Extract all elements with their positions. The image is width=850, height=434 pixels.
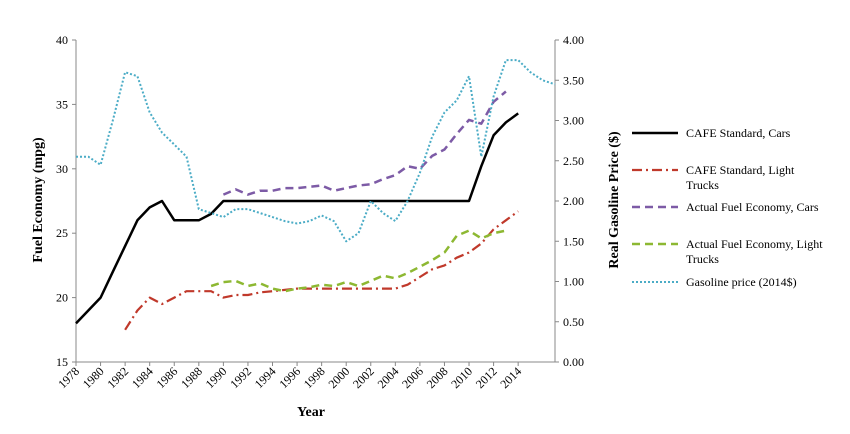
y-tick-label: 35: [56, 97, 68, 111]
x-tick-label: 1982: [104, 364, 131, 391]
y2-tick-label: 3.50: [563, 73, 584, 87]
y2-tick-label: 4.00: [563, 33, 584, 47]
x-tick-label: 2004: [375, 364, 402, 391]
x-tick-label: 2008: [424, 364, 451, 391]
y-axis-title: Fuel Economy (mpg): [31, 137, 46, 263]
y-tick-label: 30: [56, 162, 68, 176]
y2-tick-label: 2.00: [563, 194, 584, 208]
legend-label: CAFE Standard, Light Trucks: [686, 163, 795, 192]
series-line-4: [76, 59, 556, 243]
legend-label: Gasoline price (2014$): [686, 275, 797, 289]
series-line-2: [222, 90, 507, 196]
y-tick-label: 15: [56, 355, 68, 369]
legend-label: Actual Fuel Economy, Light Trucks: [686, 237, 823, 266]
legend-label: Actual Fuel Economy, Cars: [686, 200, 819, 214]
x-tick-label: 1980: [80, 364, 107, 391]
legend-label-line: Trucks: [686, 178, 719, 192]
y2-tick-label: 1.50: [563, 234, 584, 248]
y2-tick-label: 0.50: [563, 315, 584, 329]
x-tick-label: 2000: [325, 364, 352, 391]
x-tick-label: 2002: [350, 364, 377, 391]
x-axis-title: Year: [297, 405, 325, 420]
plot-area: 15 20 25 30 35 40 0.00 0.50 1.00 1.50 2.00 2.50 3.00…: [55, 33, 584, 391]
x-tick-label: 1998: [301, 364, 328, 391]
y2-tick-label: 3.00: [563, 114, 584, 128]
series-line-3: [210, 229, 507, 293]
y-tick-label: 40: [56, 33, 68, 47]
x-tick-label: 1990: [203, 364, 230, 391]
y2-tick-label: 2.50: [563, 154, 584, 168]
y-tick-label: 25: [56, 226, 68, 240]
y2-tick-label: 1.00: [563, 275, 584, 289]
x-tick-label: 2006: [399, 364, 426, 391]
series-line-0: [75, 112, 519, 325]
x-tick-label: 1984: [129, 364, 156, 391]
legend-label-line: CAFE Standard, Light: [686, 163, 795, 177]
legend-label-line: Trucks: [686, 252, 719, 266]
x-tick-label: 1986: [154, 364, 181, 391]
y-tick-label: 20: [56, 291, 68, 305]
x-tick-label: 1988: [178, 364, 205, 391]
y2-tick-label: 0.00: [563, 355, 584, 369]
x-tick-label: 2010: [448, 364, 475, 391]
legend-label: CAFE Standard, Cars: [686, 126, 791, 140]
x-tick-label: 2014: [497, 364, 524, 391]
legend-label-line: Actual Fuel Economy, Light: [686, 237, 823, 251]
x-tick-label: 1994: [252, 364, 279, 391]
x-tick-label: 2012: [473, 364, 500, 391]
x-tick-label: 1992: [227, 364, 254, 391]
y2-axis-title: Real Gasoline Price ($): [607, 131, 622, 269]
series-line-1: [124, 210, 519, 331]
x-tick-label: 1996: [276, 364, 303, 391]
